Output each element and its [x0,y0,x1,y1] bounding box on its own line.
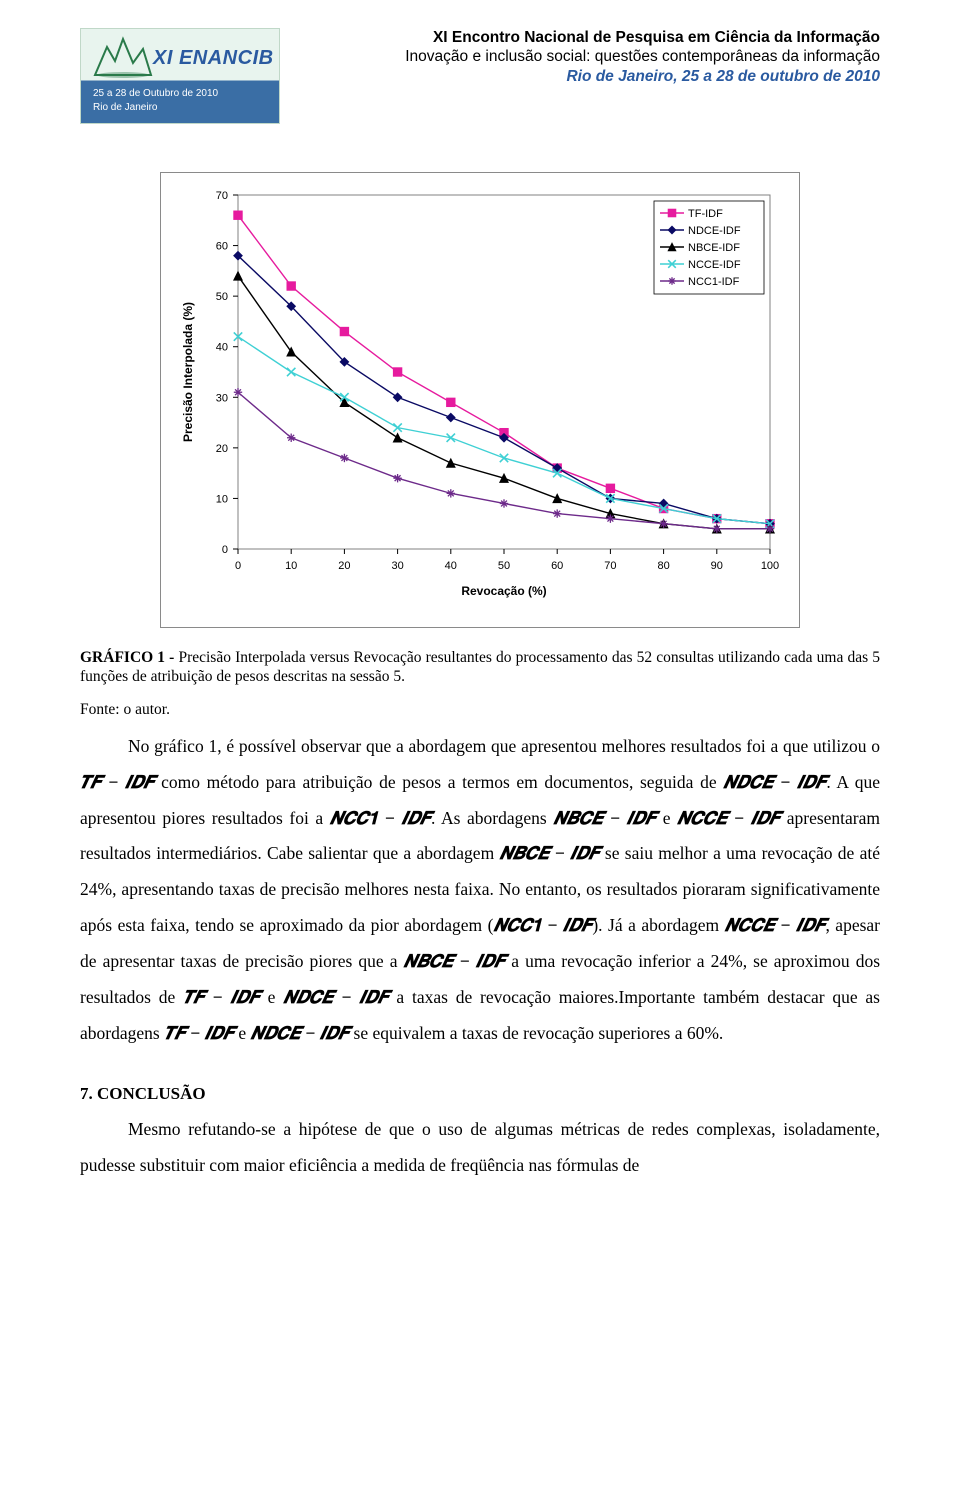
formula: 𝑵𝑪𝑪𝑬 − 𝑰𝑫𝑭 [725,915,826,935]
formula: 𝑻𝑭 − 𝑰𝑫𝑭 [183,987,260,1007]
text-run: e [656,808,677,828]
formula: 𝑵𝑫𝑪𝑬 − 𝑰𝑫𝑭 [723,772,826,792]
svg-text:Revocação (%): Revocação (%) [461,584,546,598]
svg-text:10: 10 [285,560,297,572]
header-subtitle: Inovação e inclusão social: questões con… [296,47,880,66]
text-run: como método para atribuição de pesos a t… [154,772,723,792]
formula: 𝑵𝑩𝑪𝑬 − 𝑰𝑫𝑭 [499,843,599,863]
caption-lead: GRÁFICO 1 - [80,649,174,666]
section-title: CONCLUSÃO [93,1084,206,1103]
logo-brand-text: XI ENANCIB [153,47,274,70]
svg-text:50: 50 [498,560,510,572]
svg-text:50: 50 [216,291,228,303]
svg-text:Precisão Interpolada (%): Precisão Interpolada (%) [181,302,195,442]
svg-text:90: 90 [711,560,723,572]
text-run: Mesmo refutando-se a hipótese de que o u… [80,1119,880,1175]
formula: 𝑵𝑪𝑪𝟏 − 𝑰𝑫𝑭 [493,915,592,935]
formula: 𝑵𝑩𝑪𝑬 − 𝑰𝑫𝑭 [553,808,656,828]
svg-text:0: 0 [222,544,228,556]
page-header: XI ENANCIB 25 a 28 de Outubro de 2010 Ri… [80,28,880,124]
logo-date-text: 25 a 28 de Outubro de 2010 [93,88,218,99]
text-run: . As abordagens [431,808,553,828]
svg-text:NCC1-IDF: NCC1-IDF [688,276,740,288]
svg-text:30: 30 [391,560,403,572]
formula: 𝑵𝑫𝑪𝑬 − 𝑰𝑫𝑭 [283,987,388,1007]
svg-text:70: 70 [604,560,616,572]
conclusion-paragraph: Mesmo refutando-se a hipótese de que o u… [80,1112,880,1184]
svg-text:NDCE-IDF: NDCE-IDF [688,225,741,237]
svg-text:30: 30 [216,392,228,404]
formula: 𝑵𝑪𝑪𝑬 − 𝑰𝑫𝑭 [677,808,780,828]
section-heading: 7. CONCLUSÃO [80,1084,880,1104]
precision-recall-chart: 0 10 20 30 40 50 60 70 80 90 100 0 10 20 30 40 50 60 70 Rev… [174,185,784,605]
svg-text:10: 10 [216,493,228,505]
logo-city-text: Rio de Janeiro [93,102,157,113]
event-logo: XI ENANCIB 25 a 28 de Outubro de 2010 Ri… [80,28,280,124]
text-run: e [234,1023,251,1043]
analysis-paragraph: No gráfico 1, é possível observar que a … [80,729,880,1052]
svg-text:60: 60 [551,560,563,572]
svg-text:20: 20 [338,560,350,572]
logo-mountain-icon [93,35,153,79]
svg-text:TF-IDF: TF-IDF [688,208,723,220]
text-run: e [260,987,283,1007]
formula: 𝑻𝑭 − 𝑰𝑫𝑭 [164,1023,234,1043]
formula: 𝑻𝑭 − 𝑰𝑫𝑭 [80,772,154,792]
header-text-block: XI Encontro Nacional de Pesquisa em Ciên… [296,28,880,86]
svg-text:100: 100 [761,560,779,572]
text-run: se equivalem a taxas de revocação superi… [349,1023,723,1043]
svg-text:20: 20 [216,443,228,455]
chart-caption: GRÁFICO 1 - Precisão Interpolada versus … [80,648,880,687]
svg-text:80: 80 [657,560,669,572]
caption-text: Precisão Interpolada versus Revocação re… [80,649,880,685]
text-run: ). Já a abordagem [592,915,724,935]
chart-source: Fonte: o autor. [80,701,880,719]
svg-text:40: 40 [445,560,457,572]
svg-text:0: 0 [235,560,241,572]
svg-text:60: 60 [216,241,228,253]
chart-container: 0 10 20 30 40 50 60 70 80 90 100 0 10 20 30 40 50 60 70 Rev… [160,172,800,628]
header-location-date: Rio de Janeiro, 25 a 28 de outubro de 20… [296,67,880,86]
section-number: 7. [80,1084,93,1103]
svg-text:70: 70 [216,190,228,202]
svg-text:NCCE-IDF: NCCE-IDF [688,259,741,271]
formula: 𝑵𝑪𝑪𝟏 − 𝑰𝑫𝑭 [330,808,431,828]
svg-text:NBCE-IDF: NBCE-IDF [688,242,740,254]
formula: 𝑵𝑫𝑪𝑬 − 𝑰𝑫𝑭 [251,1023,350,1043]
header-title: XI Encontro Nacional de Pesquisa em Ciên… [296,28,880,47]
formula: 𝑵𝑩𝑪𝑬 − 𝑰𝑫𝑭 [404,951,506,971]
text-run: No gráfico 1, é possível observar que a … [128,736,880,756]
svg-text:40: 40 [216,342,228,354]
